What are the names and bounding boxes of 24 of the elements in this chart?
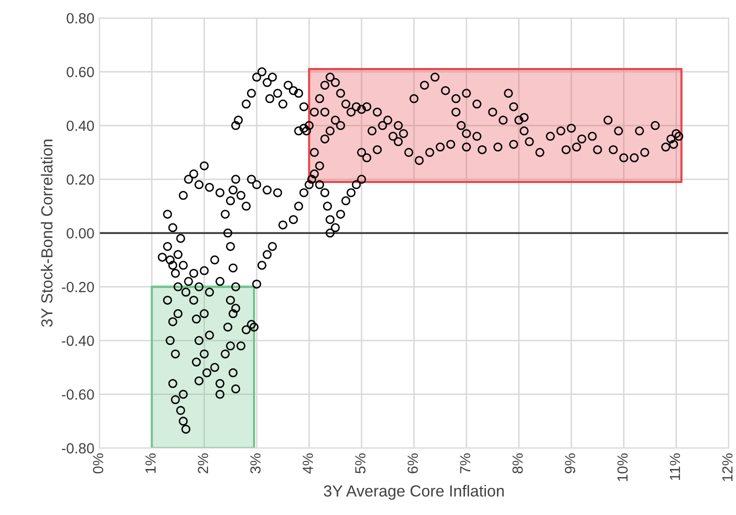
x-tick-label: 12% <box>722 453 732 481</box>
x-axis-title: 3Y Average Core Inflation <box>324 484 504 500</box>
y-tick-label: 0.20 <box>66 174 94 185</box>
x-tick-label: 6% <box>408 453 418 474</box>
y-tick-label: -0.80 <box>62 443 94 454</box>
y-tick-label: 0.40 <box>66 120 94 131</box>
x-tick-label: 9% <box>564 453 576 474</box>
y-tick-label: 0.00 <box>66 228 94 238</box>
x-tick-label: 11% <box>670 453 680 480</box>
x-tick-label: 5% <box>355 453 366 474</box>
x-tick-label: 2% <box>198 453 208 474</box>
y-tick-label: -0.20 <box>62 282 94 292</box>
x-tick-label: 8% <box>512 453 523 474</box>
x-tick-label: 7% <box>460 453 470 474</box>
y-tick-label: 0.80 <box>66 13 94 24</box>
x-tick-label: 3% <box>250 453 261 474</box>
x-tick-label: 0% <box>92 453 104 474</box>
y-tick-label: 0.60 <box>66 66 94 78</box>
y-tick-label: -0.40 <box>62 336 94 346</box>
y-axis-title: 3Y Stock-Bond Correlation <box>40 140 53 327</box>
y-tick-label: -0.60 <box>62 389 94 400</box>
x-tick-label: 4% <box>302 453 313 474</box>
x-tick-label: 1% <box>145 453 156 473</box>
x-tick-label: 10% <box>617 453 628 481</box>
